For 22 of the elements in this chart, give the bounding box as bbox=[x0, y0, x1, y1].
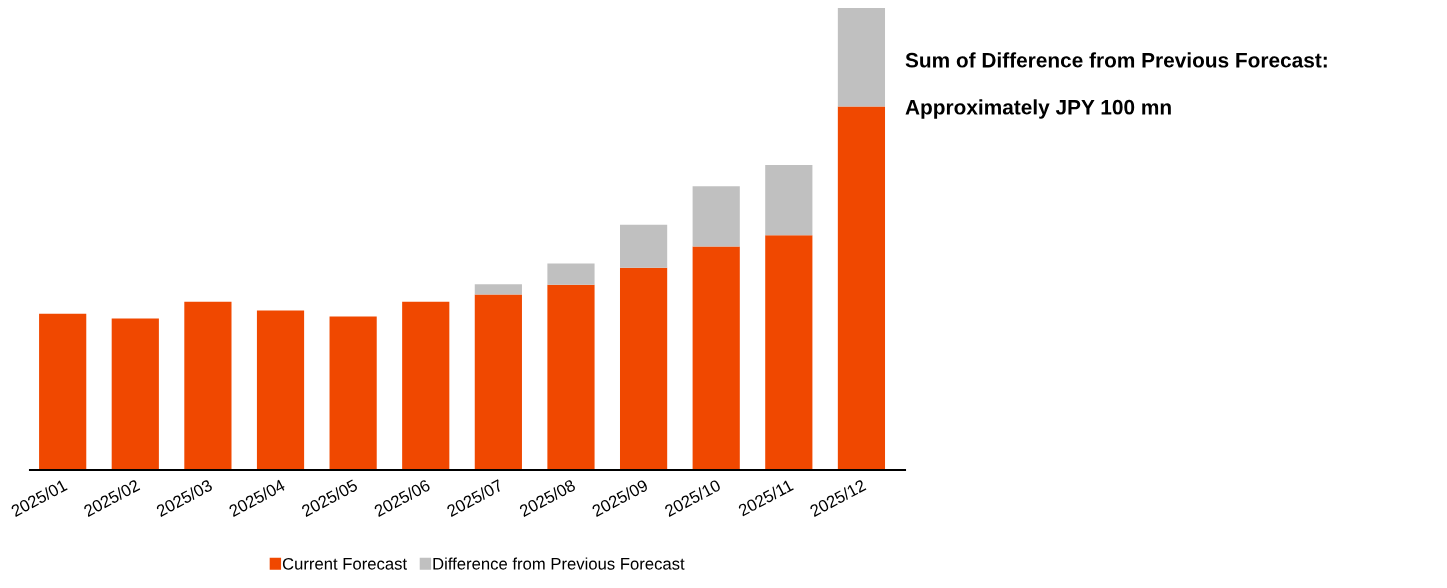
bar bbox=[765, 165, 813, 236]
bar bbox=[692, 246, 740, 470]
text: Sum of Difference from Previous Forecast: bbox=[905, 52, 1327, 68]
bar bbox=[547, 284, 595, 470]
bar bbox=[474, 294, 522, 470]
bar bbox=[837, 106, 886, 470]
bar bbox=[402, 301, 450, 470]
bar bbox=[474, 284, 522, 295]
bar bbox=[256, 310, 305, 470]
legend-label: Difference from Previous Forecast bbox=[433, 557, 685, 570]
bar bbox=[619, 267, 668, 470]
legend-label: Current Forecast bbox=[282, 557, 407, 570]
text: Approximately JPY 100 mn bbox=[905, 99, 1171, 119]
bar bbox=[184, 301, 232, 470]
bar bbox=[111, 318, 159, 470]
bar bbox=[547, 263, 595, 285]
bar bbox=[329, 316, 377, 470]
bar bbox=[619, 224, 668, 268]
bar bbox=[837, 8, 886, 107]
bar bbox=[765, 235, 813, 470]
bar bbox=[39, 313, 87, 470]
bar bbox=[692, 186, 740, 247]
